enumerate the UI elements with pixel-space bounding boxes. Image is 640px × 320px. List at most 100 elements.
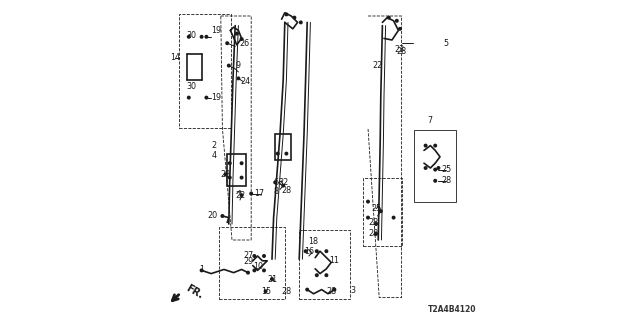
Circle shape (305, 250, 307, 252)
Bar (300, 230, 351, 299)
Circle shape (325, 274, 328, 276)
Bar (364, 178, 402, 246)
Circle shape (200, 36, 203, 38)
Text: 28: 28 (282, 186, 291, 195)
Circle shape (228, 64, 230, 67)
Circle shape (253, 255, 255, 257)
Text: 19: 19 (211, 93, 221, 102)
Text: 22: 22 (235, 191, 245, 200)
Circle shape (437, 167, 440, 169)
Circle shape (424, 144, 427, 147)
Circle shape (236, 32, 238, 35)
Circle shape (325, 250, 328, 252)
Circle shape (367, 200, 369, 203)
Circle shape (306, 288, 308, 291)
Circle shape (285, 13, 287, 16)
Circle shape (237, 77, 240, 80)
Circle shape (263, 255, 265, 257)
Text: 28: 28 (221, 170, 230, 179)
Circle shape (434, 144, 436, 147)
Text: 5: 5 (444, 39, 449, 48)
Circle shape (276, 152, 279, 155)
Circle shape (228, 176, 231, 179)
Text: 10: 10 (253, 262, 264, 271)
Text: 4: 4 (212, 151, 217, 160)
Text: 2: 2 (212, 141, 217, 150)
Circle shape (188, 36, 190, 38)
Text: 30: 30 (186, 31, 196, 40)
Circle shape (285, 152, 287, 155)
Text: 28: 28 (282, 287, 291, 296)
Circle shape (264, 290, 267, 292)
Text: 3: 3 (350, 286, 355, 295)
Text: 28: 28 (397, 47, 406, 56)
Circle shape (274, 181, 276, 184)
Bar (415, 130, 456, 202)
Circle shape (380, 210, 382, 212)
Text: 9: 9 (236, 61, 241, 70)
Bar (219, 227, 285, 299)
Circle shape (224, 173, 227, 176)
Text: T2A4B4120: T2A4B4120 (428, 305, 477, 314)
Circle shape (424, 167, 427, 169)
Circle shape (200, 269, 203, 272)
Text: 17: 17 (254, 189, 264, 198)
Circle shape (375, 232, 378, 235)
Circle shape (399, 28, 401, 30)
Text: 26: 26 (240, 39, 250, 48)
Circle shape (221, 215, 224, 217)
Text: 28: 28 (326, 287, 336, 296)
Text: 30: 30 (186, 82, 196, 91)
Circle shape (205, 96, 207, 99)
Circle shape (205, 36, 207, 38)
Circle shape (240, 194, 243, 196)
Text: FR.: FR. (184, 283, 205, 301)
Circle shape (226, 42, 228, 44)
Circle shape (367, 216, 369, 219)
Text: 20: 20 (207, 212, 217, 220)
Text: 24: 24 (241, 77, 251, 86)
Circle shape (392, 216, 395, 219)
Text: 21: 21 (268, 275, 278, 284)
Circle shape (316, 274, 318, 276)
Bar (179, 14, 231, 128)
Text: 28: 28 (369, 229, 378, 238)
Bar (275, 134, 291, 160)
Text: 29: 29 (243, 257, 254, 266)
Circle shape (300, 21, 302, 24)
Text: 27: 27 (243, 252, 253, 260)
Circle shape (228, 162, 231, 164)
Text: 11: 11 (330, 256, 339, 265)
Circle shape (434, 168, 436, 171)
Text: 28: 28 (369, 218, 378, 227)
Circle shape (316, 250, 318, 252)
Text: 6: 6 (274, 178, 279, 187)
Text: 16: 16 (304, 247, 314, 256)
Circle shape (253, 269, 255, 272)
Text: 22: 22 (372, 61, 383, 70)
Circle shape (434, 180, 436, 182)
Text: 1: 1 (199, 265, 204, 274)
Text: 25: 25 (371, 204, 381, 213)
Text: 25: 25 (441, 165, 452, 174)
Circle shape (333, 288, 335, 291)
Circle shape (188, 96, 190, 99)
Circle shape (388, 16, 390, 19)
Text: 7: 7 (428, 116, 433, 124)
Circle shape (282, 184, 284, 187)
Text: 18: 18 (308, 237, 319, 246)
Circle shape (375, 223, 378, 225)
Circle shape (247, 271, 250, 274)
Circle shape (293, 16, 296, 19)
Bar (227, 154, 246, 186)
Text: 28: 28 (442, 176, 451, 185)
Text: 14: 14 (170, 53, 180, 62)
Circle shape (271, 278, 273, 280)
Text: 23: 23 (394, 45, 404, 54)
Circle shape (240, 162, 243, 164)
Circle shape (240, 38, 243, 40)
Circle shape (240, 176, 243, 179)
Circle shape (263, 269, 265, 272)
Text: 19: 19 (211, 26, 221, 35)
Circle shape (396, 20, 398, 22)
